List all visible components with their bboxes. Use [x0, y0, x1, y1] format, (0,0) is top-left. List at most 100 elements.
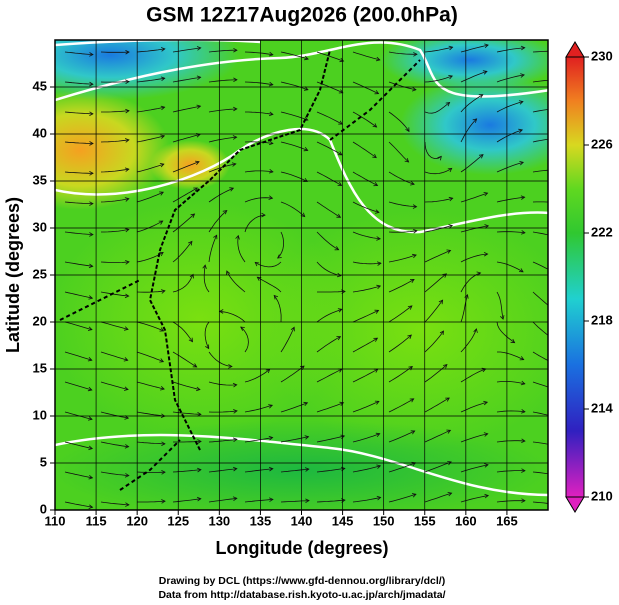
- stream-arrow: [125, 260, 130, 265]
- stream-arrow: [438, 299, 444, 305]
- stream-arrow: [124, 415, 130, 420]
- stream-arrow: [160, 47, 166, 52]
- y-tick-label: 35: [33, 172, 47, 187]
- streamline: [219, 311, 246, 323]
- stream-arrow: [336, 272, 342, 278]
- streamline: [460, 71, 488, 83]
- streamline: [496, 161, 524, 173]
- streamline: [172, 161, 200, 173]
- stream-arrow: [188, 337, 193, 343]
- streamline: [352, 81, 379, 94]
- coastline: [59, 279, 181, 491]
- stream-arrow: [124, 326, 129, 331]
- stream-arrow: [160, 289, 166, 294]
- stream-arrow: [125, 108, 130, 114]
- streamline: [244, 368, 270, 383]
- x-tick-label: 160: [455, 513, 477, 528]
- streamline: [460, 433, 488, 443]
- stream-arrow: [334, 246, 340, 251]
- streamline: [100, 321, 129, 330]
- stream-arrow: [269, 497, 274, 502]
- streamline: [64, 141, 94, 144]
- streamline: [208, 163, 236, 173]
- streamline: [172, 76, 201, 83]
- streamline: [316, 141, 343, 156]
- stream-arrow: [478, 94, 484, 99]
- stream-arrow: [520, 195, 526, 200]
- contour: [55, 127, 548, 234]
- streamline: [316, 201, 341, 218]
- stream-arrow: [407, 334, 412, 340]
- streamline: [424, 225, 453, 233]
- stream-arrow: [268, 140, 274, 146]
- streamline: [172, 498, 201, 503]
- stream-arrow: [196, 46, 202, 51]
- cool-area: [380, 40, 548, 90]
- streamline: [237, 235, 246, 263]
- streamline: [532, 351, 548, 361]
- stream-arrow: [268, 404, 274, 409]
- streamline: [100, 291, 129, 297]
- stream-arrow: [484, 224, 490, 229]
- stream-arrow: [446, 249, 452, 254]
- stream-arrow: [376, 284, 382, 290]
- streamline: [424, 102, 450, 114]
- streamline: [172, 134, 201, 143]
- streamline: [460, 118, 477, 143]
- stream-arrow: [124, 167, 130, 172]
- stream-arrow: [448, 196, 454, 202]
- stream-arrow: [88, 416, 93, 421]
- streamline: [424, 46, 453, 53]
- streamline: [424, 492, 452, 503]
- stream-arrow: [197, 411, 202, 417]
- stream-arrow: [521, 468, 526, 473]
- streamline: [136, 351, 164, 363]
- stream-arrow: [197, 439, 202, 444]
- stream-arrow: [303, 401, 309, 407]
- streamline: [352, 231, 381, 240]
- stream-arrow: [161, 470, 166, 475]
- stream-arrow: [233, 47, 238, 53]
- colorbar-max-arrow: [565, 41, 585, 58]
- streamline: [64, 381, 92, 391]
- stream-arrow: [256, 276, 262, 281]
- stream-arrow: [557, 473, 561, 477]
- streamline: [136, 220, 163, 233]
- stream-arrow: [89, 201, 94, 206]
- streamline: [64, 51, 93, 55]
- streamline: [424, 429, 451, 443]
- streamline: [277, 231, 285, 259]
- stream-arrow: [374, 90, 380, 95]
- stream-arrow: [89, 171, 94, 176]
- stream-arrow: [125, 502, 130, 507]
- stream-arrow: [413, 229, 418, 234]
- stream-arrow: [448, 224, 454, 229]
- streamline: [424, 168, 452, 175]
- streamline: [64, 171, 93, 174]
- stream-arrow: [376, 261, 382, 266]
- stream-arrow: [268, 195, 274, 200]
- streamline: [388, 462, 416, 473]
- stream-arrow: [229, 187, 235, 192]
- streamline: [280, 402, 308, 413]
- cool-area: [55, 40, 240, 100]
- stream-arrow: [303, 86, 309, 91]
- streamline: [64, 261, 93, 267]
- streamline: [208, 49, 237, 53]
- streamline: [100, 501, 129, 506]
- streamline: [460, 154, 484, 173]
- streamline: [136, 411, 165, 417]
- stream-arrow: [232, 496, 238, 502]
- streamline: [136, 191, 164, 203]
- stream-arrow: [520, 45, 526, 51]
- stream-arrow: [339, 57, 345, 63]
- stream-arrow: [196, 75, 202, 81]
- streamline: [136, 77, 165, 83]
- streamline: [316, 171, 342, 186]
- streamline: [388, 81, 416, 91]
- y-tick-label: 10: [33, 407, 47, 422]
- stream-arrow: [89, 111, 94, 116]
- stream-arrow: [89, 52, 94, 57]
- stream-arrow: [376, 464, 382, 469]
- stream-arrow: [290, 326, 295, 332]
